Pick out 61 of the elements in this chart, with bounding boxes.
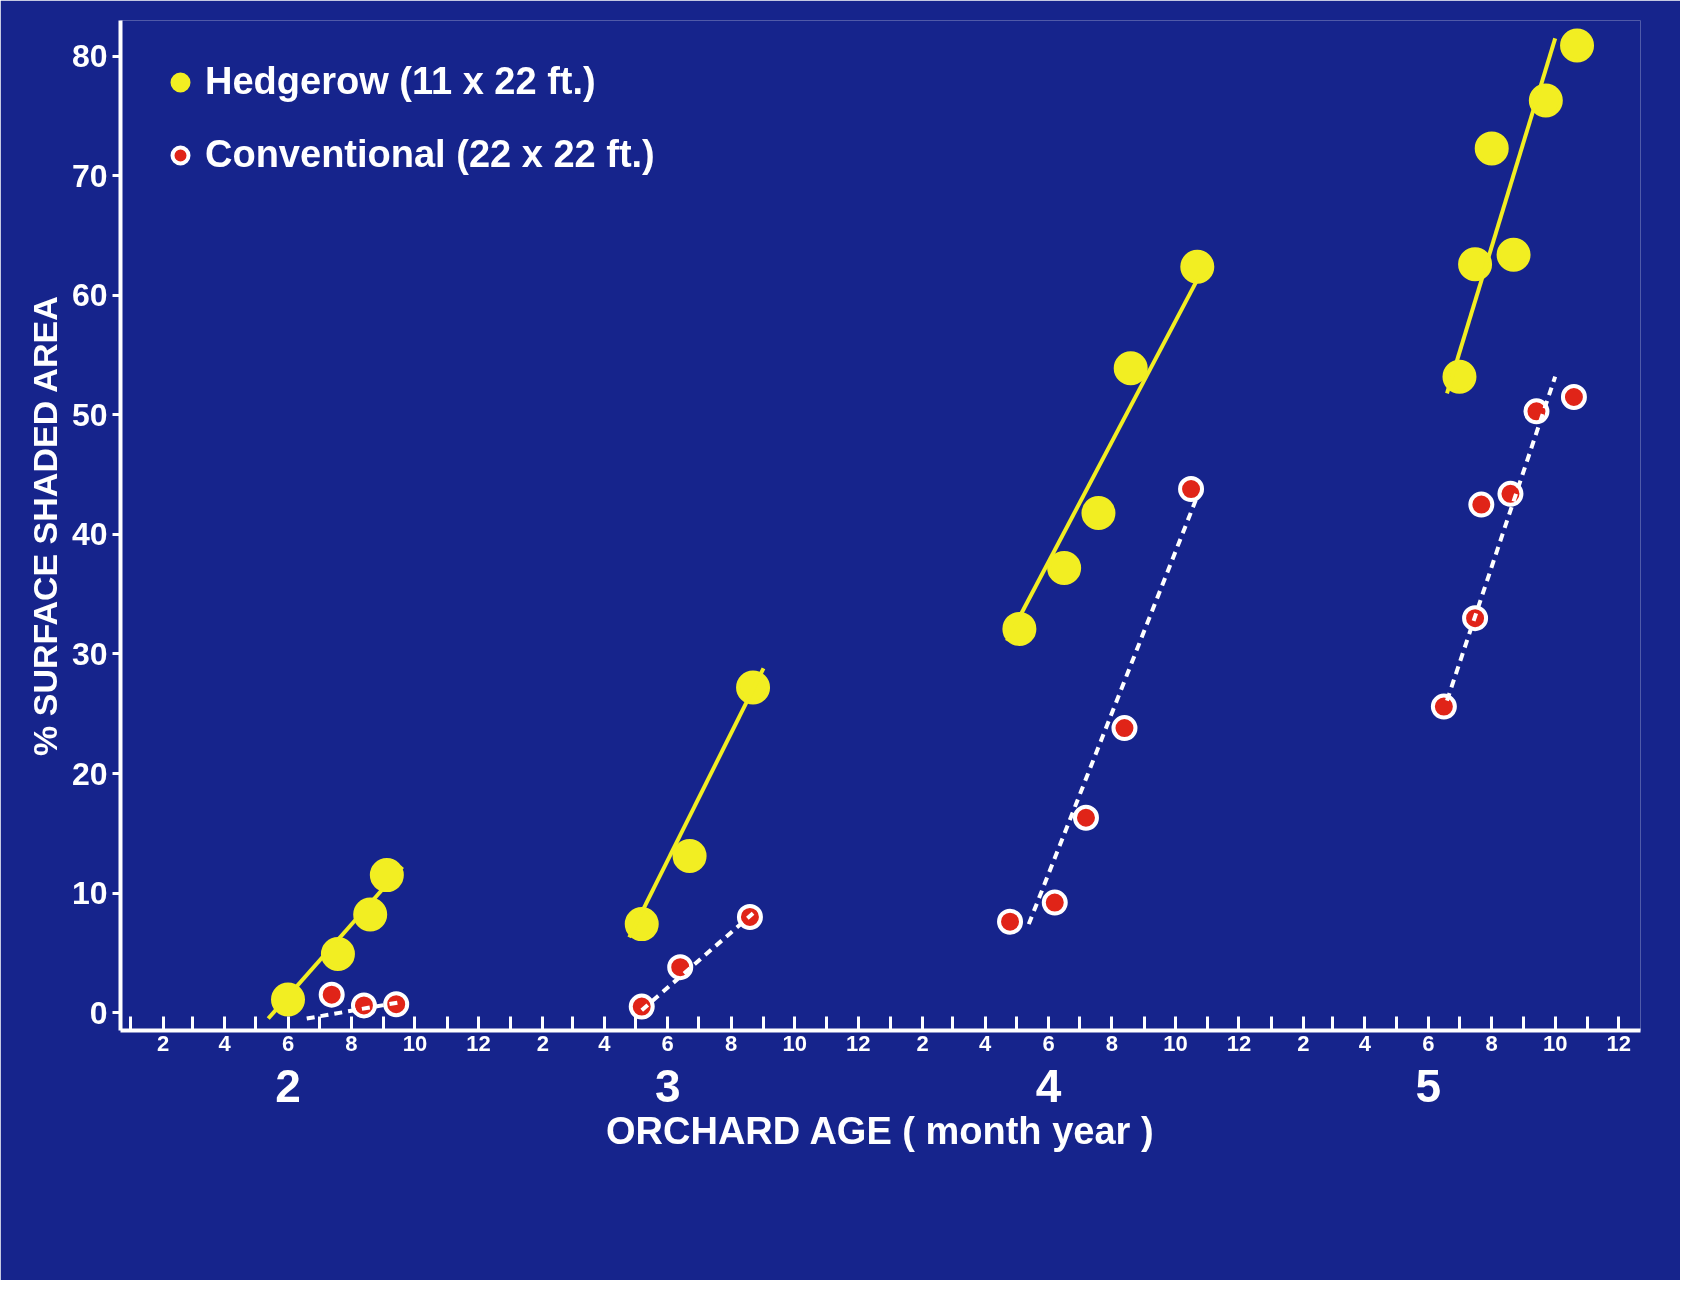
legend-label: Hedgerow (11 x 22 ft.) <box>205 60 596 103</box>
point <box>1072 804 1099 831</box>
point <box>1111 715 1138 742</box>
x-tick-label: 6 <box>661 1030 674 1056</box>
point <box>1560 384 1587 410</box>
x-tick-label: 10 <box>1163 1030 1188 1056</box>
x-tick-label: 4 <box>598 1030 612 1056</box>
y-tick-label: 80 <box>71 38 108 75</box>
x-tick-label: 8 <box>725 1030 738 1056</box>
x-tick-label: 12 <box>1606 1030 1631 1056</box>
point <box>1458 247 1493 282</box>
x-tick-label: 2 <box>916 1030 929 1056</box>
x-tick-label: 6 <box>1422 1030 1435 1056</box>
point <box>736 903 763 930</box>
x-tick-label: 10 <box>402 1030 428 1056</box>
x-tick-label: 12 <box>1226 1030 1252 1056</box>
point <box>667 954 694 981</box>
point <box>672 839 707 873</box>
point <box>383 991 410 1018</box>
x-tick-label: 2 <box>536 1030 550 1056</box>
point <box>1560 28 1595 63</box>
point <box>1474 131 1509 166</box>
x-tick-label: 6 <box>281 1030 295 1056</box>
point <box>997 908 1024 935</box>
point <box>1180 249 1215 284</box>
x-axis-title: ORCHARD AGE ( month year ) <box>606 1109 1154 1152</box>
x-tick-label: 4 <box>978 1030 992 1056</box>
y-tick-label: 40 <box>71 516 108 553</box>
text: 3 <box>654 1059 681 1112</box>
y-tick-label: 50 <box>71 396 108 433</box>
x-tick-label: 6 <box>1042 1030 1055 1056</box>
y-tick-label: 10 <box>71 875 108 912</box>
point <box>1041 889 1068 916</box>
y-tick-label: 70 <box>71 157 108 194</box>
x-tick-label: 2 <box>157 1030 170 1056</box>
x-tick-label: 10 <box>1542 1030 1568 1056</box>
x-tick-label: 12 <box>466 1030 491 1056</box>
point <box>628 993 655 1020</box>
y-axis-title: % SURFACE SHADED AREA <box>25 296 64 756</box>
x-tick-label: 8 <box>1105 1030 1119 1056</box>
text: 5 <box>1415 1059 1442 1112</box>
point <box>318 981 345 1008</box>
point <box>1468 491 1495 518</box>
y-tick-label: 30 <box>71 635 108 672</box>
x-tick-label: 8 <box>345 1030 358 1056</box>
y-tick-label: 0 <box>89 994 108 1031</box>
point <box>1081 495 1116 530</box>
point <box>1496 237 1531 272</box>
point <box>1113 351 1148 386</box>
x-tick-label: 10 <box>782 1030 807 1056</box>
y-tick-label: 20 <box>71 755 108 792</box>
x-tick-label: 12 <box>845 1030 871 1056</box>
point <box>1178 476 1205 503</box>
legend-label: Conventional (22 x 22 ft.) <box>205 133 655 176</box>
x-tick-label: 8 <box>1485 1030 1498 1056</box>
x-tick-label: 4 <box>1358 1030 1372 1056</box>
y-tick-label: 60 <box>71 277 108 314</box>
x-tick-label: 2 <box>1297 1030 1310 1056</box>
point <box>1047 550 1082 585</box>
x-tick-label: 4 <box>218 1030 232 1056</box>
point <box>1430 693 1457 720</box>
